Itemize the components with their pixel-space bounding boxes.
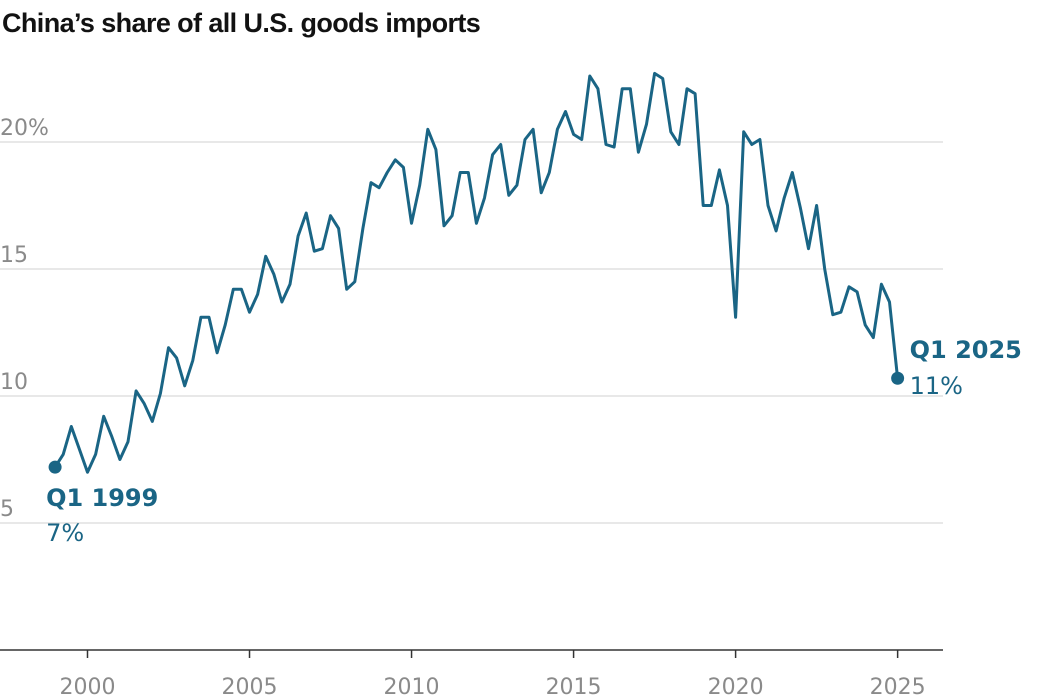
series-layer bbox=[53, 71, 900, 474]
chart-title: China’s share of all U.S. goods imports bbox=[2, 8, 481, 38]
x-tick-label-2000: 2000 bbox=[59, 675, 115, 700]
series-line-0 bbox=[53, 71, 900, 474]
x-axis-ticks: 2000 2005 2010 2015 2020 2025 bbox=[59, 650, 926, 700]
x-tick-label-2010: 2010 bbox=[384, 675, 440, 700]
x-tick-label-2015: 2015 bbox=[546, 675, 602, 700]
annotation-dot-start bbox=[48, 460, 62, 474]
annotation-dot-end bbox=[891, 371, 905, 385]
y-tick-label-20: 20% bbox=[0, 116, 49, 141]
x-tick-label-2025: 2025 bbox=[870, 675, 926, 700]
x-tick-label-2020: 2020 bbox=[708, 675, 764, 700]
x-tick-label-2005: 2005 bbox=[222, 675, 278, 700]
y-tick-label-15: 15 bbox=[0, 243, 28, 268]
y-tick-label-5: 5 bbox=[0, 497, 14, 522]
annotation-value-start: 7% bbox=[46, 519, 84, 547]
y-gridlines bbox=[0, 141, 943, 524]
y-tick-label-10: 10 bbox=[0, 370, 28, 395]
annotation-value-end: 11% bbox=[910, 372, 963, 400]
annotations: Q1 1999 7% Q1 2025 11% bbox=[46, 336, 1022, 547]
annotation-label-start: Q1 1999 bbox=[46, 484, 158, 512]
y-axis-tick-labels: 5 10 15 20% bbox=[0, 116, 49, 522]
annotation-label-end: Q1 2025 bbox=[910, 336, 1022, 364]
